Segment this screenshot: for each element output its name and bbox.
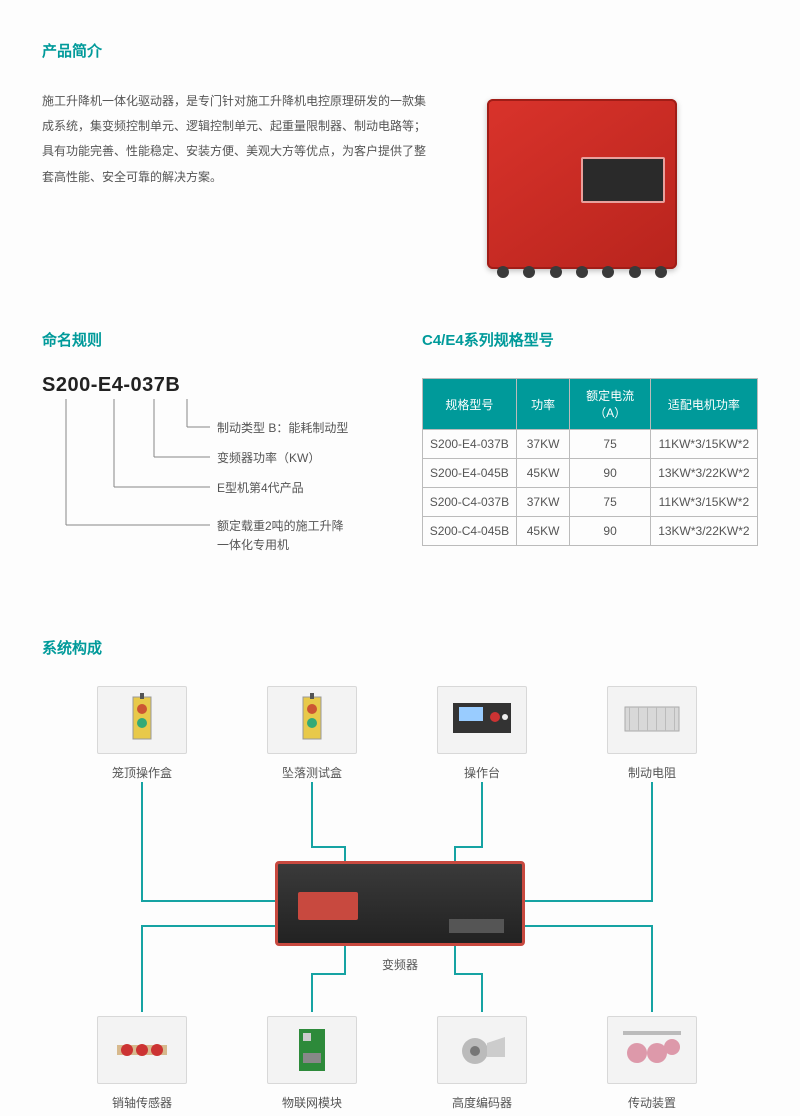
spec-cell: 90 bbox=[570, 459, 650, 488]
spec-cell: 11KW*3/15KW*2 bbox=[650, 488, 757, 517]
product-image bbox=[472, 89, 692, 279]
spec-cell: 37KW bbox=[516, 430, 570, 459]
component-icon bbox=[437, 686, 527, 754]
spec-cell: S200-E4-045B bbox=[423, 459, 517, 488]
spec-col-header: 额定电流（A） bbox=[570, 379, 650, 430]
spec-cell: 13KW*3/22KW*2 bbox=[650, 459, 757, 488]
intro-row: 施工升降机一体化驱动器，是专门针对施工升降机电控原理研发的一款集成系统，集变频控… bbox=[42, 89, 758, 279]
spec-title: C4/E4系列规格型号 bbox=[422, 329, 758, 350]
spec-cell: 45KW bbox=[516, 459, 570, 488]
spec-col-header: 规格型号 bbox=[423, 379, 517, 430]
bottom-component: 销轴传感器 bbox=[87, 1016, 197, 1111]
top-component: 坠落测试盒 bbox=[257, 686, 367, 781]
spec-col-header: 适配电机功率 bbox=[650, 379, 757, 430]
component-label: 操作台 bbox=[427, 764, 537, 781]
spec-row: S200-E4-037B37KW7511KW*3/15KW*2 bbox=[423, 430, 758, 459]
spec-cell: 11KW*3/15KW*2 bbox=[650, 430, 757, 459]
spec-cell: 13KW*3/22KW*2 bbox=[650, 517, 757, 546]
spec-cell: 37KW bbox=[516, 488, 570, 517]
intro-title: 产品简介 bbox=[42, 40, 758, 61]
spec-cell: 75 bbox=[570, 488, 650, 517]
spec-table: 规格型号功率额定电流（A）适配电机功率 S200-E4-037B37KW7511… bbox=[422, 378, 758, 546]
spec-row: S200-C4-037B37KW7511KW*3/15KW*2 bbox=[423, 488, 758, 517]
component-icon bbox=[97, 1016, 187, 1084]
component-icon bbox=[267, 686, 357, 754]
naming-label-power: 变频器功率（KW） bbox=[217, 449, 320, 468]
component-label: 坠落测试盒 bbox=[257, 764, 367, 781]
system-title: 系统构成 bbox=[42, 637, 758, 658]
naming-label-s200-l1: 额定载重2吨的施工升降 bbox=[217, 517, 344, 536]
component-icon bbox=[607, 1016, 697, 1084]
cabinet-connectors bbox=[497, 266, 667, 278]
bottom-component: 物联网模块 bbox=[257, 1016, 367, 1111]
component-icon bbox=[267, 1016, 357, 1084]
naming-title: 命名规则 bbox=[42, 329, 402, 350]
naming-label-b: 制动类型 B：能耗制动型 bbox=[217, 419, 348, 438]
bottom-component: 传动装置 bbox=[597, 1016, 707, 1111]
component-label: 制动电阻 bbox=[597, 764, 707, 781]
cabinet-illustration bbox=[487, 99, 677, 269]
component-label: 销轴传感器 bbox=[87, 1094, 197, 1111]
component-label: 高度编码器 bbox=[427, 1094, 537, 1111]
component-label: 传动装置 bbox=[597, 1094, 707, 1111]
spec-cell: 75 bbox=[570, 430, 650, 459]
system-diagram: 变频器 笼顶操作盒 坠落测试盒 操作台 制动电阻销轴传感器 物联网模块 高度编码器 传动装置 bbox=[42, 686, 758, 1116]
spec-row: S200-C4-045B45KW9013KW*3/22KW*2 bbox=[423, 517, 758, 546]
center-label: 变频器 bbox=[275, 956, 525, 973]
component-icon bbox=[607, 686, 697, 754]
bottom-component: 高度编码器 bbox=[427, 1016, 537, 1111]
spec-cell: S200-E4-037B bbox=[423, 430, 517, 459]
model-code: S200-E4-037B bbox=[42, 374, 402, 397]
component-icon bbox=[437, 1016, 527, 1084]
top-component: 操作台 bbox=[427, 686, 537, 781]
inverter-illustration bbox=[275, 861, 525, 946]
component-label: 笼顶操作盒 bbox=[87, 764, 197, 781]
top-component: 制动电阻 bbox=[597, 686, 707, 781]
spec-cell: 90 bbox=[570, 517, 650, 546]
naming-label-series: E型机第4代产品 bbox=[217, 479, 304, 498]
spec-cell: S200-C4-037B bbox=[423, 488, 517, 517]
component-label: 物联网模块 bbox=[257, 1094, 367, 1111]
naming-label-s200-l2: 一体化专用机 bbox=[217, 536, 289, 555]
spec-cell: 45KW bbox=[516, 517, 570, 546]
top-component: 笼顶操作盒 bbox=[87, 686, 197, 781]
center-unit: 变频器 bbox=[275, 861, 525, 973]
spec-cell: S200-C4-045B bbox=[423, 517, 517, 546]
naming-diagram: 制动类型 B：能耗制动型 变频器功率（KW） E型机第4代产品 额定载重2吨的施… bbox=[42, 399, 402, 589]
component-icon bbox=[97, 686, 187, 754]
intro-body: 施工升降机一体化驱动器，是专门针对施工升降机电控原理研发的一款集成系统，集变频控… bbox=[42, 89, 432, 279]
spec-row: S200-E4-045B45KW9013KW*3/22KW*2 bbox=[423, 459, 758, 488]
spec-col-header: 功率 bbox=[516, 379, 570, 430]
